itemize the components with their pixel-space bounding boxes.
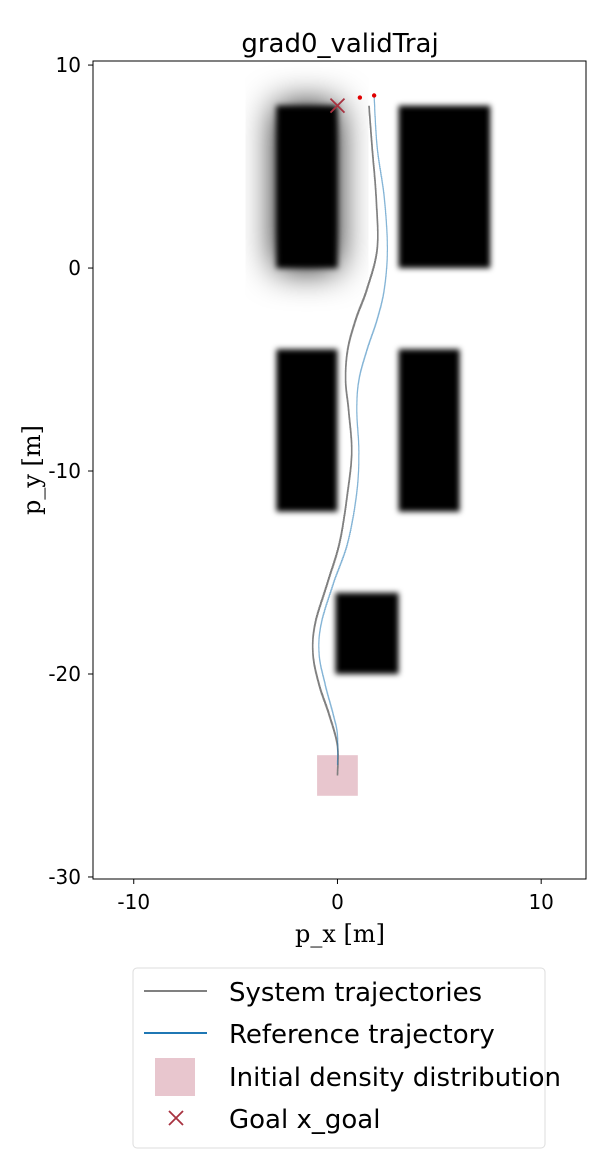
series-line-1 [318,95,388,766]
plot-frame [92,60,587,880]
marker-layer [329,93,377,114]
x-ticks: -10 0 10 [117,879,554,914]
series-layer [311,95,388,776]
obstacle-layer [276,105,491,674]
legend-frame [132,967,546,1149]
legend-label-1: Reference trajectory [229,1020,495,1050]
legend-label-0: System trajectories [229,978,482,1008]
x-axis-label: p_x [m] [295,920,385,948]
y-tick-label-2: -10 [48,459,81,483]
chart-title: grad0_validTraj [241,29,438,59]
legend-swatch-2 [155,1058,195,1096]
obstacle-0 [276,105,338,269]
y-ticks: 10 0 -10 -20 -30 [48,53,93,889]
legend-items: System trajectories Reference trajectory I… [144,978,561,1135]
x-tick-label-2: 10 [528,890,553,914]
obstacle-4 [335,592,399,674]
legend-label-2: Initial density distribution [229,1063,561,1093]
x-tick-label-0: -10 [117,890,150,914]
series-line-0 [311,105,379,776]
y-axis-label: p_y [m] [18,425,46,515]
legend: System trajectories Reference trajectory I… [132,967,561,1149]
y-tick-label-3: -20 [48,662,81,686]
x-tick-label-1: 0 [331,890,344,914]
plot-area [276,93,491,796]
y-tick-label-0: 10 [56,53,81,77]
endpoint-dot-1 [371,93,377,98]
y-tick-label-1: 0 [68,256,81,280]
obstacle-3 [398,349,460,512]
goal-marker [329,98,346,114]
y-tick-label-4: -30 [48,865,81,889]
legend-swatch-3 [168,1110,184,1126]
legend-label-3: Goal x_goal [229,1105,380,1135]
obstacle-2 [276,349,338,512]
obstacle-1 [398,105,491,269]
endpoint-dot-0 [357,95,363,100]
